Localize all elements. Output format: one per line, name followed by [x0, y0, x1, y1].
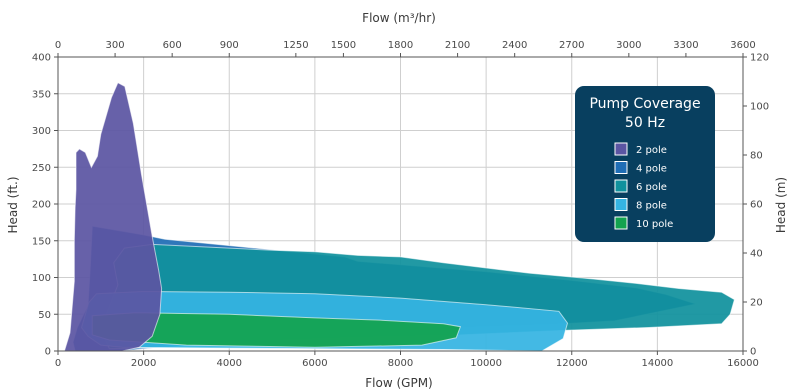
y2-axis-title: Head (m) — [774, 177, 788, 233]
legend-label-2-pole: 2 pole — [636, 145, 667, 156]
x2-tick-label: 1500 — [331, 40, 356, 51]
x-tick-label: 10000 — [470, 358, 502, 369]
x2-tick-label: 2100 — [445, 40, 470, 51]
x2-tick-label: 3000 — [616, 40, 641, 51]
coverage-area-2-pole — [63, 82, 163, 352]
y-tick-label: 250 — [32, 163, 51, 174]
legend-swatch-8-pole — [614, 198, 628, 211]
y-tick-label: 350 — [32, 89, 51, 100]
legend-title: Pump Coverage — [589, 96, 700, 112]
y-tick-label: 200 — [32, 200, 51, 211]
legend-box — [575, 86, 715, 242]
legend: Pump Coverage 50 Hz 2 pole 4 pole 6 pole 8 … — [575, 86, 715, 242]
x-axis-title: Flow (GPM) — [365, 376, 432, 390]
y2-tick-label: 80 — [750, 151, 763, 162]
x2-tick-label: 600 — [163, 40, 182, 51]
legend-label-10-pole: 10 pole — [636, 219, 673, 230]
y-tick-label: 100 — [32, 273, 51, 284]
y-tick-label: 0 — [45, 347, 51, 358]
x-tick-label: 16000 — [727, 358, 759, 369]
x-tick-label: 12000 — [556, 358, 588, 369]
x2-tick-label: 900 — [220, 40, 239, 51]
legend-items: 2 pole 4 pole 6 pole 8 pole 10 pole — [614, 142, 673, 230]
y-tick-label: 150 — [32, 236, 51, 247]
y2-tick-label: 20 — [750, 298, 763, 309]
y2-tick-label: 40 — [750, 249, 763, 260]
x2-axis-title: Flow (m³/hr) — [362, 11, 436, 25]
x-tick-label: 6000 — [302, 358, 327, 369]
x-tick-label: 8000 — [388, 358, 413, 369]
x2-tick-label: 2400 — [502, 40, 527, 51]
x2-tick-label: 300 — [106, 40, 125, 51]
y-tick-label: 400 — [32, 53, 51, 64]
y2-tick-label: 60 — [750, 200, 763, 211]
x-tick-label: 14000 — [641, 358, 673, 369]
y-tick-label: 300 — [32, 126, 51, 137]
legend-label-8-pole: 8 pole — [636, 201, 667, 212]
axes — [54, 53, 747, 355]
legend-swatch-2-pole — [614, 142, 628, 156]
y2-tick-label: 120 — [750, 53, 769, 64]
x-tick-label: 4000 — [217, 358, 242, 369]
y2-tick-label: 0 — [750, 347, 756, 358]
x2-tick-label: 2700 — [559, 40, 584, 51]
legend-subtitle: 50 Hz — [625, 115, 665, 131]
y-tick-label: 50 — [38, 310, 51, 321]
y-axis-title: Head (ft.) — [6, 176, 20, 233]
x2-tick-label: 3300 — [673, 40, 698, 51]
y2-tick-label: 100 — [750, 102, 769, 113]
legend-label-6-pole: 6 pole — [636, 182, 667, 193]
x2-tick-label: 1250 — [283, 40, 308, 51]
legend-swatch-6-pole — [614, 179, 628, 193]
legend-swatch-10-pole — [614, 216, 628, 230]
x-tick-label: 2000 — [131, 358, 156, 369]
x2-tick-label: 0 — [55, 40, 61, 51]
x2-tick-label: 3600 — [730, 40, 755, 51]
legend-swatch-4-pole — [614, 161, 628, 174]
legend-label-4-pole: 4 pole — [636, 164, 667, 175]
x2-tick-label: 1800 — [388, 40, 413, 51]
x-tick-label: 0 — [55, 358, 61, 369]
